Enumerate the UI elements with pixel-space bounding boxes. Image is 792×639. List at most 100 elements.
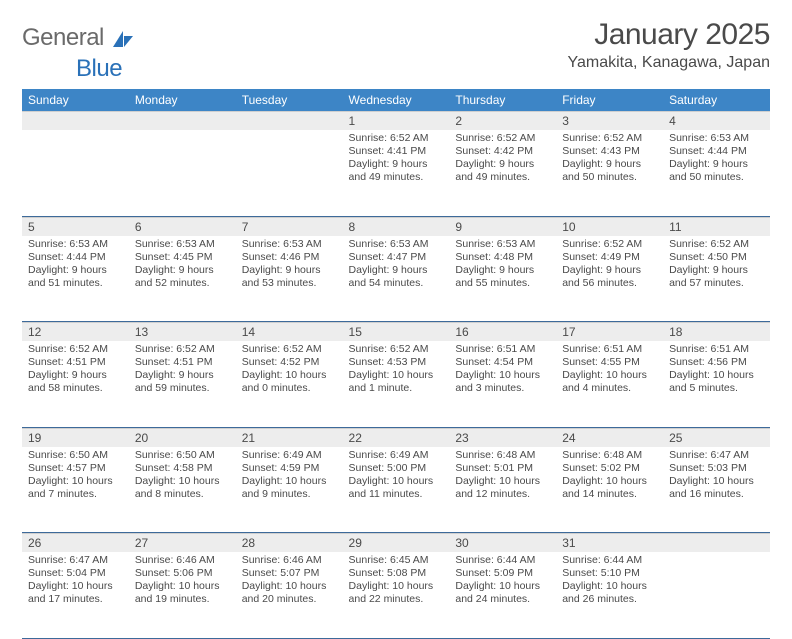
day-text: Sunrise: 6:52 AMSunset: 4:50 PMDaylight:… xyxy=(663,236,770,297)
day-number: 22 xyxy=(343,428,450,447)
day-number: 23 xyxy=(449,428,556,447)
day-cell: Sunrise: 6:50 AMSunset: 4:58 PMDaylight:… xyxy=(129,447,236,533)
daynum-row: 262728293031 xyxy=(22,533,770,553)
day-number: 28 xyxy=(236,533,343,552)
day-text: Sunrise: 6:44 AMSunset: 5:10 PMDaylight:… xyxy=(556,552,663,613)
day-number: 4 xyxy=(663,111,770,130)
day-text: Sunrise: 6:52 AMSunset: 4:51 PMDaylight:… xyxy=(129,341,236,402)
day-text: Sunrise: 6:52 AMSunset: 4:53 PMDaylight:… xyxy=(343,341,450,402)
title-block: January 2025 Yamakita, Kanagawa, Japan xyxy=(568,18,771,72)
day-text: Sunrise: 6:53 AMSunset: 4:48 PMDaylight:… xyxy=(449,236,556,297)
header: General Blue January 2025 Yamakita, Kana… xyxy=(22,18,770,83)
day-cell: Sunrise: 6:52 AMSunset: 4:51 PMDaylight:… xyxy=(129,341,236,427)
day-cell: Sunrise: 6:52 AMSunset: 4:42 PMDaylight:… xyxy=(449,130,556,216)
day-cell: Sunrise: 6:44 AMSunset: 5:09 PMDaylight:… xyxy=(449,552,556,638)
day-cell xyxy=(22,130,129,216)
week-row: Sunrise: 6:47 AMSunset: 5:04 PMDaylight:… xyxy=(22,552,770,638)
logo-sail-icon xyxy=(112,27,134,55)
logo-text: General Blue xyxy=(22,24,134,83)
day-cell: Sunrise: 6:47 AMSunset: 5:03 PMDaylight:… xyxy=(663,447,770,533)
day-number: 29 xyxy=(343,533,450,552)
day-text: Sunrise: 6:49 AMSunset: 4:59 PMDaylight:… xyxy=(236,447,343,508)
day-number: 10 xyxy=(556,217,663,236)
day-header: Friday xyxy=(556,89,663,111)
day-number: 20 xyxy=(129,428,236,447)
day-number: 1 xyxy=(343,111,450,130)
day-cell: Sunrise: 6:46 AMSunset: 5:07 PMDaylight:… xyxy=(236,552,343,638)
calendar-table: SundayMondayTuesdayWednesdayThursdayFrid… xyxy=(22,89,770,639)
day-text: Sunrise: 6:52 AMSunset: 4:41 PMDaylight:… xyxy=(343,130,450,191)
day-header: Thursday xyxy=(449,89,556,111)
week-row: Sunrise: 6:53 AMSunset: 4:44 PMDaylight:… xyxy=(22,236,770,322)
day-number: 12 xyxy=(22,322,129,341)
day-header: Sunday xyxy=(22,89,129,111)
daynum-row: 1234 xyxy=(22,111,770,130)
day-text: Sunrise: 6:45 AMSunset: 5:08 PMDaylight:… xyxy=(343,552,450,613)
day-cell: Sunrise: 6:48 AMSunset: 5:02 PMDaylight:… xyxy=(556,447,663,533)
daynum-row: 12131415161718 xyxy=(22,322,770,342)
day-text: Sunrise: 6:44 AMSunset: 5:09 PMDaylight:… xyxy=(449,552,556,613)
day-number: 13 xyxy=(129,322,236,341)
day-number-empty xyxy=(663,533,770,552)
day-text: Sunrise: 6:47 AMSunset: 5:03 PMDaylight:… xyxy=(663,447,770,508)
day-text: Sunrise: 6:52 AMSunset: 4:49 PMDaylight:… xyxy=(556,236,663,297)
day-header: Tuesday xyxy=(236,89,343,111)
day-number-empty xyxy=(129,111,236,130)
week-row: Sunrise: 6:52 AMSunset: 4:41 PMDaylight:… xyxy=(22,130,770,216)
day-cell: Sunrise: 6:52 AMSunset: 4:49 PMDaylight:… xyxy=(556,236,663,322)
day-cell xyxy=(129,130,236,216)
day-text: Sunrise: 6:48 AMSunset: 5:02 PMDaylight:… xyxy=(556,447,663,508)
calendar-body: 1234Sunrise: 6:52 AMSunset: 4:41 PMDayli… xyxy=(22,111,770,638)
day-cell xyxy=(663,552,770,638)
day-cell: Sunrise: 6:53 AMSunset: 4:44 PMDaylight:… xyxy=(663,130,770,216)
day-text: Sunrise: 6:53 AMSunset: 4:46 PMDaylight:… xyxy=(236,236,343,297)
day-text: Sunrise: 6:53 AMSunset: 4:45 PMDaylight:… xyxy=(129,236,236,297)
day-number: 5 xyxy=(22,217,129,236)
daynum-row: 19202122232425 xyxy=(22,427,770,447)
day-text: Sunrise: 6:48 AMSunset: 5:01 PMDaylight:… xyxy=(449,447,556,508)
day-cell: Sunrise: 6:52 AMSunset: 4:53 PMDaylight:… xyxy=(343,341,450,427)
day-number: 14 xyxy=(236,322,343,341)
day-cell: Sunrise: 6:52 AMSunset: 4:43 PMDaylight:… xyxy=(556,130,663,216)
day-header: Wednesday xyxy=(343,89,450,111)
day-number: 24 xyxy=(556,428,663,447)
day-cell: Sunrise: 6:52 AMSunset: 4:50 PMDaylight:… xyxy=(663,236,770,322)
day-cell: Sunrise: 6:53 AMSunset: 4:44 PMDaylight:… xyxy=(22,236,129,322)
location: Yamakita, Kanagawa, Japan xyxy=(568,54,771,72)
day-text: Sunrise: 6:52 AMSunset: 4:43 PMDaylight:… xyxy=(556,130,663,191)
day-number: 8 xyxy=(343,217,450,236)
day-number: 7 xyxy=(236,217,343,236)
day-number: 15 xyxy=(343,322,450,341)
week-row: Sunrise: 6:50 AMSunset: 4:57 PMDaylight:… xyxy=(22,447,770,533)
day-number: 31 xyxy=(556,533,663,552)
day-number: 25 xyxy=(663,428,770,447)
logo: General Blue xyxy=(22,18,134,83)
day-number-empty xyxy=(22,111,129,130)
day-number: 26 xyxy=(22,533,129,552)
logo-text-a: General xyxy=(22,24,104,51)
day-cell: Sunrise: 6:51 AMSunset: 4:55 PMDaylight:… xyxy=(556,341,663,427)
day-number: 6 xyxy=(129,217,236,236)
day-text: Sunrise: 6:53 AMSunset: 4:44 PMDaylight:… xyxy=(663,130,770,191)
day-text: Sunrise: 6:51 AMSunset: 4:56 PMDaylight:… xyxy=(663,341,770,402)
day-text: Sunrise: 6:51 AMSunset: 4:54 PMDaylight:… xyxy=(449,341,556,402)
logo-text-b: Blue xyxy=(76,55,122,82)
day-cell: Sunrise: 6:52 AMSunset: 4:51 PMDaylight:… xyxy=(22,341,129,427)
day-number: 27 xyxy=(129,533,236,552)
day-cell: Sunrise: 6:47 AMSunset: 5:04 PMDaylight:… xyxy=(22,552,129,638)
day-header: Saturday xyxy=(663,89,770,111)
calendar-page: General Blue January 2025 Yamakita, Kana… xyxy=(0,0,792,639)
day-cell: Sunrise: 6:46 AMSunset: 5:06 PMDaylight:… xyxy=(129,552,236,638)
day-header-row: SundayMondayTuesdayWednesdayThursdayFrid… xyxy=(22,89,770,111)
day-cell: Sunrise: 6:53 AMSunset: 4:47 PMDaylight:… xyxy=(343,236,450,322)
day-number: 3 xyxy=(556,111,663,130)
day-cell: Sunrise: 6:48 AMSunset: 5:01 PMDaylight:… xyxy=(449,447,556,533)
day-number: 2 xyxy=(449,111,556,130)
day-header: Monday xyxy=(129,89,236,111)
day-cell: Sunrise: 6:49 AMSunset: 4:59 PMDaylight:… xyxy=(236,447,343,533)
day-number: 16 xyxy=(449,322,556,341)
day-text: Sunrise: 6:52 AMSunset: 4:42 PMDaylight:… xyxy=(449,130,556,191)
day-cell: Sunrise: 6:51 AMSunset: 4:56 PMDaylight:… xyxy=(663,341,770,427)
day-number: 18 xyxy=(663,322,770,341)
day-number: 30 xyxy=(449,533,556,552)
